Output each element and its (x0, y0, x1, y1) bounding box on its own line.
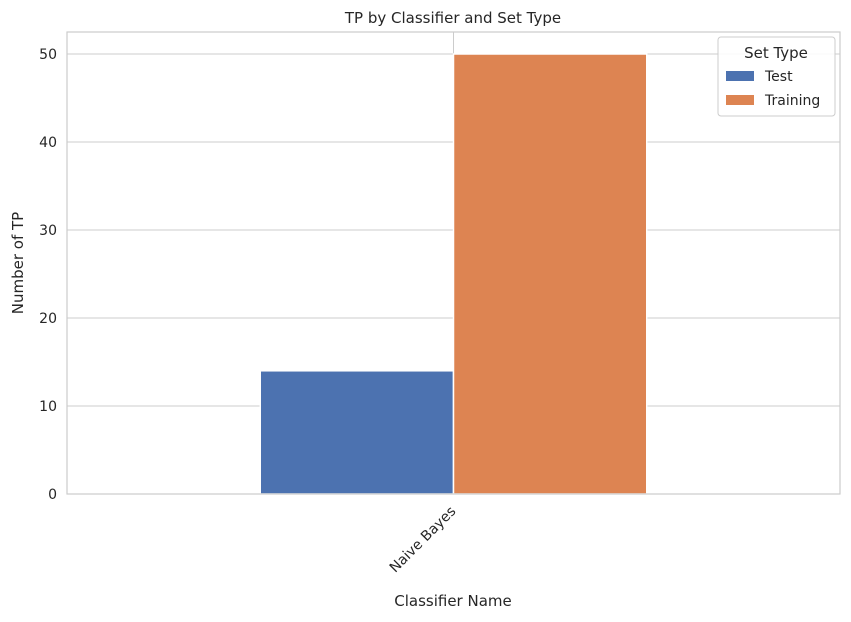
chart-title: TP by Classifier and Set Type (344, 9, 561, 27)
legend: Set Type Test Training (717, 36, 836, 117)
y-tick-label: 30 (39, 223, 57, 239)
y-tick-labels: 0 10 20 30 40 50 (39, 47, 57, 503)
y-tick-label: 20 (39, 311, 57, 327)
y-axis-label: Number of TP (9, 212, 27, 314)
legend-swatch-training (726, 95, 754, 105)
legend-label-test: Test (764, 69, 793, 85)
plot-frame (66, 31, 841, 495)
bar-test (259, 370, 455, 495)
y-tick-label: 10 (39, 399, 57, 415)
x-axis-label: Classifier Name (394, 592, 512, 610)
y-tick-label: 40 (39, 135, 57, 151)
legend-title: Set Type (744, 44, 808, 62)
bars (259, 53, 648, 495)
y-tick-label: 0 (48, 487, 57, 503)
bar-training (452, 53, 648, 495)
y-tick-label: 50 (39, 47, 57, 63)
legend-label-training: Training (764, 93, 820, 109)
legend-swatch-test (726, 71, 754, 81)
